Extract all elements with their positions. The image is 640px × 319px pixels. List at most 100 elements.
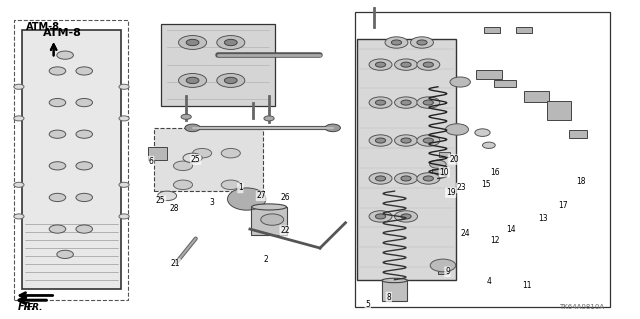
- Circle shape: [483, 142, 495, 148]
- Circle shape: [423, 176, 433, 181]
- Text: 23: 23: [457, 183, 467, 192]
- Circle shape: [181, 114, 191, 119]
- Bar: [22, 30, 121, 289]
- Circle shape: [179, 73, 207, 87]
- Circle shape: [376, 100, 386, 105]
- Bar: [476, 70, 502, 78]
- Circle shape: [392, 40, 401, 45]
- Circle shape: [221, 180, 241, 189]
- Text: 1: 1: [238, 183, 243, 192]
- Circle shape: [430, 259, 456, 272]
- Circle shape: [14, 116, 24, 121]
- Circle shape: [119, 214, 129, 219]
- Bar: [524, 91, 549, 102]
- Circle shape: [186, 39, 199, 46]
- Circle shape: [450, 77, 470, 87]
- Circle shape: [193, 148, 212, 158]
- Circle shape: [217, 73, 245, 87]
- Circle shape: [376, 62, 386, 67]
- Circle shape: [179, 35, 207, 49]
- Circle shape: [76, 225, 93, 233]
- Text: 14: 14: [506, 225, 516, 234]
- Circle shape: [417, 97, 440, 108]
- Circle shape: [225, 39, 237, 46]
- Circle shape: [76, 193, 93, 202]
- Text: FR.: FR.: [17, 302, 35, 312]
- Bar: [14, 20, 127, 300]
- Text: 4: 4: [486, 277, 492, 286]
- Text: 26: 26: [280, 193, 290, 202]
- Circle shape: [49, 193, 66, 202]
- Bar: [357, 39, 456, 280]
- Bar: [154, 128, 262, 191]
- Circle shape: [185, 124, 200, 132]
- Bar: [382, 280, 407, 301]
- Circle shape: [410, 37, 433, 48]
- Circle shape: [401, 100, 411, 105]
- Text: 13: 13: [538, 213, 548, 222]
- Text: 27: 27: [257, 191, 266, 200]
- Circle shape: [445, 124, 468, 135]
- Text: 6: 6: [148, 157, 154, 166]
- Bar: [438, 268, 448, 274]
- Text: 24: 24: [460, 229, 470, 238]
- Circle shape: [376, 214, 386, 219]
- Circle shape: [376, 138, 386, 143]
- Circle shape: [173, 161, 193, 171]
- Circle shape: [49, 225, 66, 233]
- Circle shape: [225, 77, 237, 84]
- Circle shape: [401, 138, 411, 143]
- Circle shape: [417, 135, 440, 146]
- Circle shape: [49, 162, 66, 170]
- Circle shape: [401, 62, 411, 67]
- Circle shape: [394, 59, 417, 70]
- Circle shape: [49, 67, 66, 75]
- Circle shape: [119, 182, 129, 187]
- Circle shape: [76, 130, 93, 138]
- Circle shape: [325, 124, 340, 132]
- Circle shape: [221, 148, 241, 158]
- Circle shape: [173, 180, 193, 189]
- Bar: [252, 207, 287, 235]
- Text: ATM-8: ATM-8: [26, 22, 60, 32]
- Circle shape: [401, 176, 411, 181]
- Circle shape: [14, 182, 24, 187]
- Circle shape: [76, 99, 93, 107]
- Circle shape: [57, 51, 74, 59]
- Circle shape: [394, 135, 417, 146]
- Circle shape: [394, 211, 417, 222]
- Text: 19: 19: [446, 188, 456, 197]
- Bar: [484, 27, 500, 33]
- Text: 11: 11: [522, 281, 532, 291]
- Circle shape: [57, 250, 74, 258]
- Circle shape: [417, 173, 440, 184]
- Circle shape: [423, 100, 433, 105]
- Circle shape: [183, 153, 202, 163]
- Text: TK64A0810A: TK64A0810A: [559, 304, 604, 310]
- Text: 5: 5: [365, 300, 370, 309]
- Ellipse shape: [382, 278, 407, 283]
- Circle shape: [260, 214, 284, 225]
- Ellipse shape: [252, 204, 287, 210]
- Circle shape: [423, 62, 433, 67]
- Circle shape: [119, 84, 129, 89]
- Text: 2: 2: [264, 255, 268, 263]
- Text: 18: 18: [577, 177, 586, 186]
- Circle shape: [76, 67, 93, 75]
- Circle shape: [49, 130, 66, 138]
- Bar: [569, 130, 587, 138]
- Circle shape: [369, 97, 392, 108]
- Text: 9: 9: [445, 267, 450, 276]
- Circle shape: [394, 173, 417, 184]
- Text: ATM-8: ATM-8: [43, 28, 82, 38]
- Circle shape: [417, 59, 440, 70]
- Circle shape: [423, 138, 433, 143]
- Text: 12: 12: [490, 236, 500, 245]
- Circle shape: [376, 176, 386, 181]
- Text: 8: 8: [387, 293, 391, 301]
- Bar: [493, 80, 516, 87]
- Text: 22: 22: [280, 226, 290, 235]
- Circle shape: [417, 40, 427, 45]
- Bar: [148, 147, 167, 160]
- Circle shape: [369, 135, 392, 146]
